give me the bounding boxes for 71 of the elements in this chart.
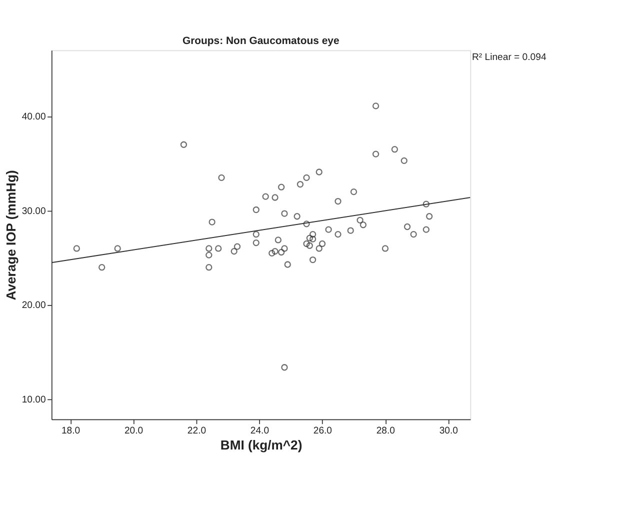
- point: [309, 236, 316, 242]
- point: [230, 248, 238, 255]
- point: [278, 248, 285, 256]
- x-tick-label: 22.0: [187, 426, 206, 437]
- point: [278, 184, 285, 190]
- point: [334, 230, 342, 238]
- point: [356, 216, 364, 224]
- point: [180, 141, 188, 148]
- y-tick-label: 10.00: [22, 394, 46, 406]
- x-tick-label: 20.0: [124, 426, 144, 437]
- point: [215, 245, 222, 252]
- point: [309, 230, 316, 238]
- point: [208, 218, 216, 226]
- point: [410, 230, 417, 238]
- point: [73, 245, 80, 252]
- point: [284, 261, 291, 268]
- point: [206, 264, 212, 271]
- point: [360, 222, 367, 228]
- point: [252, 239, 260, 246]
- point: [274, 236, 282, 244]
- point: [334, 198, 342, 205]
- point: [303, 240, 310, 248]
- text: R² Linear = 0.094: [472, 52, 547, 63]
- point: [318, 240, 326, 248]
- point: [426, 213, 433, 220]
- point: [303, 174, 310, 181]
- point: [325, 226, 332, 233]
- x-axis-title: BMI (kg/m^2): [220, 437, 302, 452]
- point: [252, 206, 260, 214]
- point: [347, 227, 354, 234]
- x-tick-label: 26.0: [313, 426, 332, 437]
- point: [268, 250, 276, 257]
- point: [422, 200, 430, 208]
- point: [316, 168, 322, 176]
- point: [372, 150, 380, 158]
- point: [306, 234, 313, 242]
- point: [272, 248, 278, 255]
- point: [114, 245, 121, 252]
- point: [372, 102, 380, 110]
- x-tick-label: 18.0: [61, 426, 80, 437]
- point: [98, 264, 106, 271]
- point: [252, 230, 260, 238]
- point: [281, 245, 288, 252]
- chart-title: Groups: Non Gaucomatous eye: [182, 36, 340, 48]
- x-tick-label: 30.0: [439, 426, 458, 437]
- point: [272, 194, 278, 201]
- point: [306, 242, 313, 249]
- point: [382, 245, 389, 252]
- y-tick-label: 30.00: [22, 206, 46, 217]
- point: [404, 223, 411, 230]
- point: [316, 245, 322, 252]
- point: [400, 157, 408, 164]
- point: [206, 252, 212, 258]
- point: [218, 174, 225, 181]
- point: [294, 213, 300, 220]
- point: [296, 180, 304, 188]
- point: [391, 146, 398, 153]
- y-tick-label: 40.00: [22, 111, 46, 122]
- x-tick-label: 24.0: [250, 426, 270, 437]
- point: [303, 220, 310, 228]
- point: [281, 364, 288, 371]
- point: [281, 210, 288, 217]
- x-tick-label: 28.0: [376, 426, 396, 437]
- y-axis-title: Average IOP (mmHg): [4, 170, 19, 300]
- y-tick-label: 20.00: [22, 300, 46, 312]
- point: [350, 188, 358, 196]
- point: [422, 226, 430, 233]
- point: [234, 243, 241, 250]
- point: [262, 193, 269, 200]
- point: [206, 245, 212, 252]
- point: [309, 256, 316, 264]
